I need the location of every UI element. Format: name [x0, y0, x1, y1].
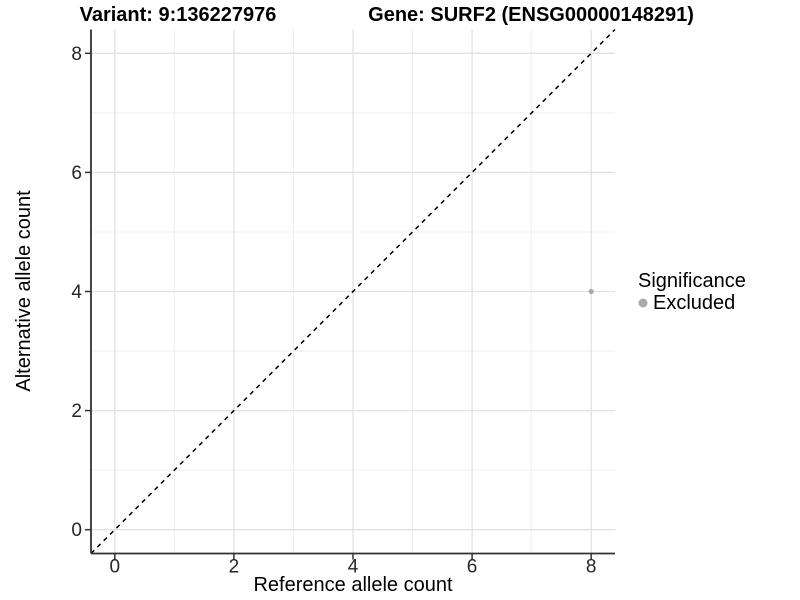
legend-item-label: Excluded: [653, 292, 736, 314]
x-tick-label: 0: [110, 557, 121, 578]
x-tick-label: 2: [229, 557, 240, 578]
plot-panel: 0 2 4 6 8 0 2 4 6 8: [71, 28, 616, 578]
x-tick-label: 4: [348, 557, 359, 578]
y-tick-label: 2: [71, 401, 82, 422]
x-tick-label: 6: [467, 557, 478, 578]
gene-title: Gene: SURF2 (ENSG00000148291): [368, 4, 694, 26]
excluded-point-icon: [638, 298, 648, 308]
x-tick-label: 8: [586, 557, 597, 578]
identity-dashed-line: [90, 28, 616, 555]
y-tick-label: 0: [71, 520, 82, 541]
data-point: [588, 288, 594, 295]
y-axis-title: Alternative allele count: [13, 190, 35, 392]
y-tick-label: 8: [71, 44, 82, 65]
variant-title: Variant: 9:136227976: [80, 4, 277, 26]
legend-key-dot: [638, 298, 648, 308]
legend-item-excluded: Excluded: [636, 293, 746, 313]
x-axis-title: Reference allele count: [253, 574, 452, 596]
y-tick-label: 6: [71, 163, 82, 184]
legend-title: Significance: [638, 270, 746, 292]
y-tick-label: 4: [71, 282, 82, 303]
legend: Significance Excluded: [636, 270, 746, 314]
